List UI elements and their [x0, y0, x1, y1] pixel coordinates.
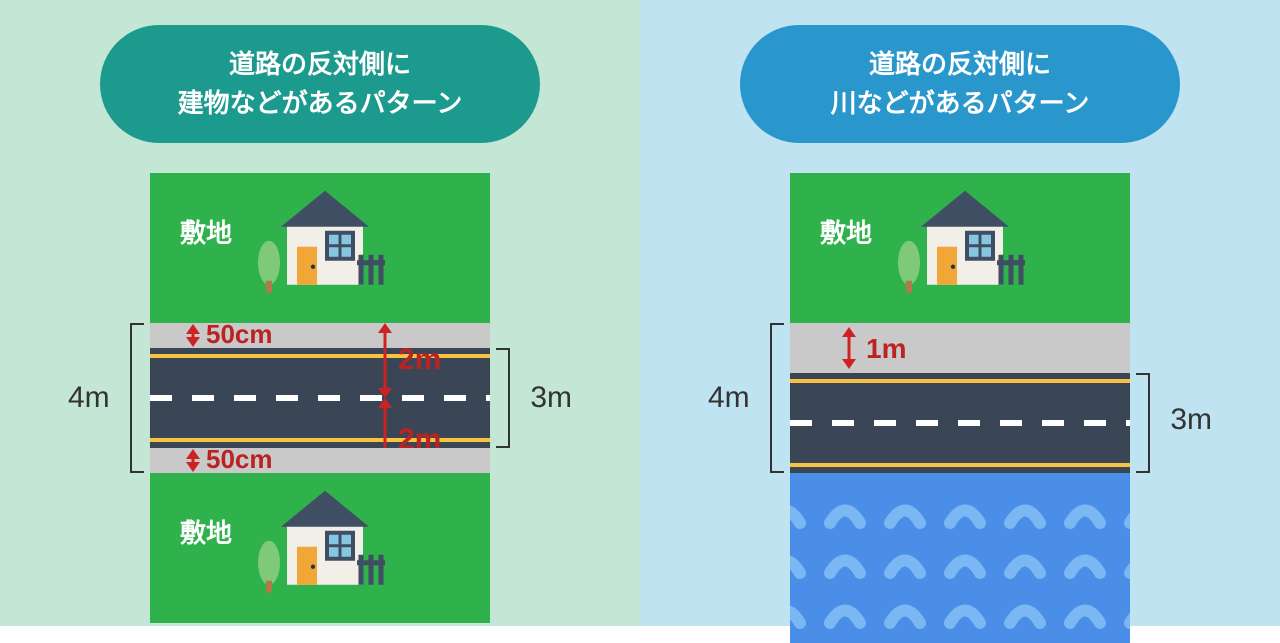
diagram-right: 敷地 1m	[790, 173, 1130, 643]
pavement	[790, 373, 1130, 473]
pavement: 2m 2m	[150, 348, 490, 448]
river	[790, 473, 1130, 643]
title-line1: 道路の反対側に	[869, 49, 1051, 79]
shoulder-top: 1m	[790, 323, 1130, 373]
lot-label: 敷地	[180, 513, 232, 550]
shoulder-label: 1m	[866, 333, 906, 365]
title-line2: 建物などがあるパターン	[178, 88, 463, 118]
title-badge-left: 道路の反対側に 建物などがあるパターン	[100, 25, 540, 143]
container: 道路の反対側に 建物などがあるパターン 敷地	[0, 0, 1280, 626]
house-icon	[255, 185, 385, 300]
diagram-left: 敷地 50cm	[150, 173, 490, 623]
yellow-line	[790, 463, 1130, 467]
shoulder-arrow-top	[186, 324, 200, 347]
dim-left: 4m	[708, 381, 750, 415]
title-badge-right: 道路の反対側に 川などがあるパターン	[740, 25, 1180, 143]
center-dash	[150, 395, 490, 401]
dim-right: 3m	[530, 381, 572, 415]
bracket-left	[130, 323, 144, 473]
lot-label: 敷地	[180, 213, 232, 250]
title-line1: 道路の反対側に	[229, 49, 411, 79]
road-area: 50cm 2m 2m 50cm 4m	[150, 323, 490, 473]
dim-left: 4m	[68, 381, 110, 415]
lot-lower: 敷地	[150, 473, 490, 623]
bracket-left	[770, 323, 784, 473]
shoulder-label-top: 50cm	[206, 319, 273, 350]
house-icon	[895, 185, 1025, 300]
house-icon	[255, 485, 385, 600]
bracket-right	[1136, 373, 1150, 473]
panel-river-side: 道路の反対側に 川などがあるパターン 敷地	[640, 0, 1280, 626]
road-area: 1m 4m 3m	[790, 323, 1130, 473]
shoulder-label-bottom: 50cm	[206, 444, 273, 475]
center-dash	[790, 420, 1130, 426]
panel-building-side: 道路の反対側に 建物などがあるパターン 敷地	[0, 0, 640, 626]
lot-upper: 敷地	[150, 173, 490, 323]
shoulder-arrow	[842, 327, 856, 369]
yellow-line	[790, 379, 1130, 383]
shoulder-bottom: 50cm	[150, 448, 490, 473]
lot-label: 敷地	[820, 213, 872, 250]
half-arrow-upper	[378, 323, 392, 398]
shoulder-arrow-bottom	[186, 449, 200, 472]
lot-upper: 敷地	[790, 173, 1130, 323]
dim-right: 3m	[1170, 403, 1212, 437]
bracket-right	[496, 348, 510, 448]
title-line2: 川などがあるパターン	[831, 88, 1090, 118]
half-label-upper: 2m	[398, 343, 441, 377]
